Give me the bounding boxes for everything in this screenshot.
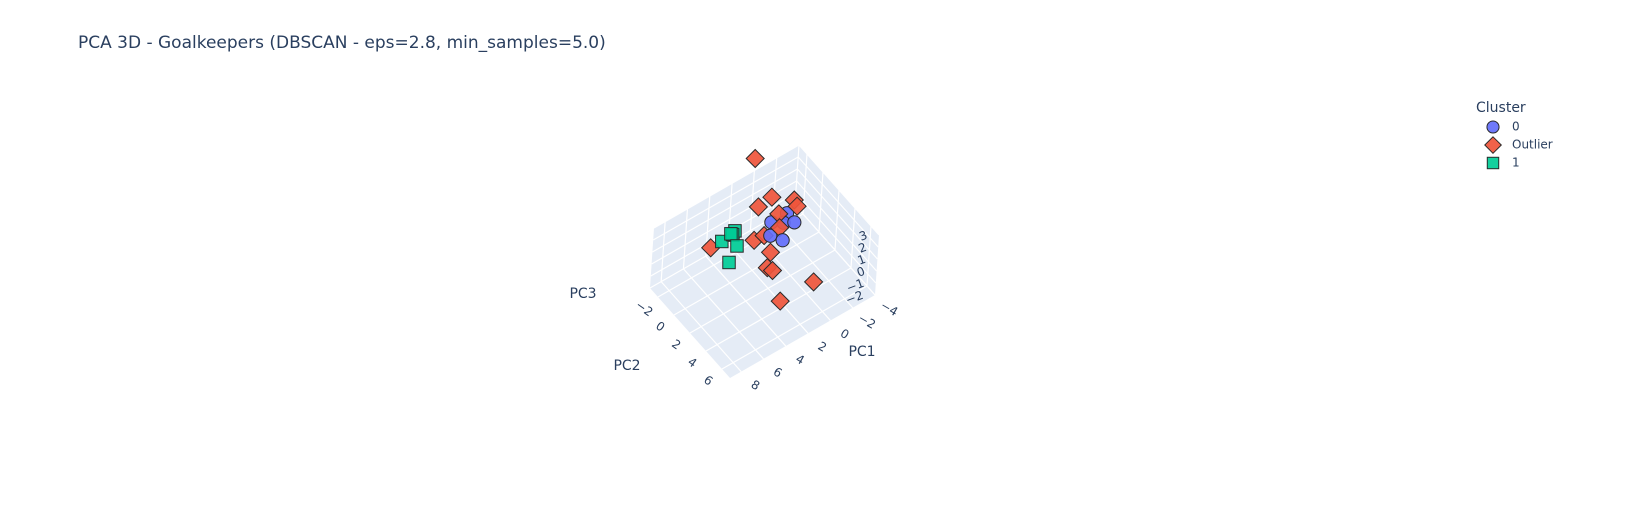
gridline-pc2 <box>850 207 856 269</box>
gridline-pc3 <box>652 156 799 241</box>
data-point-cluster-0[interactable] <box>763 228 778 243</box>
data-point-cluster-outlier[interactable] <box>748 197 769 217</box>
data-point-cluster-outlier[interactable] <box>803 272 824 292</box>
gridline-pc1 <box>682 208 689 269</box>
pc2-tick-label: 6 <box>701 373 715 389</box>
data-point-cluster-0[interactable] <box>775 233 790 248</box>
pc3-tick-label: −2 <box>844 288 865 307</box>
pc1-axis-title: PC1 <box>848 344 875 360</box>
gridline-pc3 <box>650 192 797 277</box>
gridline-pc2 <box>673 231 820 316</box>
gridline-pc1 <box>749 170 755 231</box>
data-point-cluster-1[interactable] <box>722 255 736 270</box>
legend-item-0[interactable]: 0 <box>1486 120 1520 134</box>
legend-title: Cluster <box>1476 100 1526 116</box>
legend-item-1[interactable]: 1 <box>1486 156 1520 170</box>
square-marker-icon[interactable] <box>1486 156 1500 170</box>
data-points <box>700 148 824 311</box>
pc2-tick-label: −2 <box>633 298 656 320</box>
legend-label: 1 <box>1512 156 1520 170</box>
back-wall-plane <box>650 145 799 288</box>
pc3-tick-label: 3 <box>857 228 869 244</box>
pc3-tick-label: 2 <box>856 240 868 256</box>
gridline-pc3 <box>652 168 798 253</box>
data-point-cluster-1[interactable] <box>730 239 744 253</box>
gridline-pc1 <box>660 221 666 282</box>
gridline-pc3 <box>796 168 878 260</box>
pc2-tick-label: 0 <box>653 319 667 335</box>
gridline-pc2 <box>818 171 824 233</box>
pc2-tick-label: 4 <box>685 355 699 371</box>
data-point-cluster-1[interactable] <box>724 227 738 241</box>
gridline-pc3 <box>653 144 800 229</box>
pc2-axis-title: PC2 <box>613 358 640 374</box>
data-point-cluster-outlier[interactable] <box>762 260 783 281</box>
data-point-cluster-outlier[interactable] <box>745 148 765 169</box>
chart-title: PCA 3D - Goalkeepers (DBSCAN - eps=2.8, … <box>78 33 606 53</box>
pc1-tick-label: 8 <box>749 377 763 393</box>
circle-marker-icon[interactable] <box>1486 120 1500 134</box>
pc3-axis-title: PC3 <box>569 286 596 302</box>
pc2-tick-label: 2 <box>669 337 683 353</box>
legend-label: Outlier <box>1512 138 1553 152</box>
pc3-tick-label: 1 <box>856 252 868 268</box>
data-point-cluster-outlier[interactable] <box>787 196 807 216</box>
gridline-pc2 <box>705 267 852 352</box>
pc3-tick-label: −1 <box>845 276 866 295</box>
pc1-tick-label: 6 <box>771 364 785 380</box>
gridline-pc3 <box>794 204 876 296</box>
diamond-marker-icon[interactable] <box>1484 136 1503 155</box>
gridline-pc3 <box>798 144 880 236</box>
legend: Cluster 0 Outlier 1 <box>1476 100 1553 170</box>
gridline-pc1 <box>772 157 778 218</box>
gridline-pc2 <box>689 249 836 334</box>
gridline-pc3 <box>795 192 877 284</box>
axis-titles: PC1 PC2 PC3 <box>569 286 875 374</box>
gridline-pc2 <box>834 189 840 251</box>
gridline-pc2 <box>866 225 872 287</box>
legend-item-outlier[interactable]: Outlier <box>1484 136 1553 155</box>
pc1-tick-label: 4 <box>793 352 807 368</box>
gridline-pc3 <box>797 156 879 248</box>
pc3-tick-label: 0 <box>855 264 867 280</box>
legend-label: 0 <box>1512 120 1520 134</box>
pc1-tick-label: −4 <box>878 298 900 319</box>
pc1-tick-label: 2 <box>816 339 830 355</box>
data-point-cluster-outlier[interactable] <box>770 291 790 311</box>
data-point-cluster-outlier[interactable] <box>762 187 782 207</box>
gridline-pc3 <box>796 180 878 272</box>
gridline-pc2 <box>721 285 868 370</box>
pc1-tick-label: 0 <box>838 326 852 342</box>
data-point-cluster-0[interactable] <box>787 215 802 230</box>
pc1-tick-label: −2 <box>856 311 878 332</box>
